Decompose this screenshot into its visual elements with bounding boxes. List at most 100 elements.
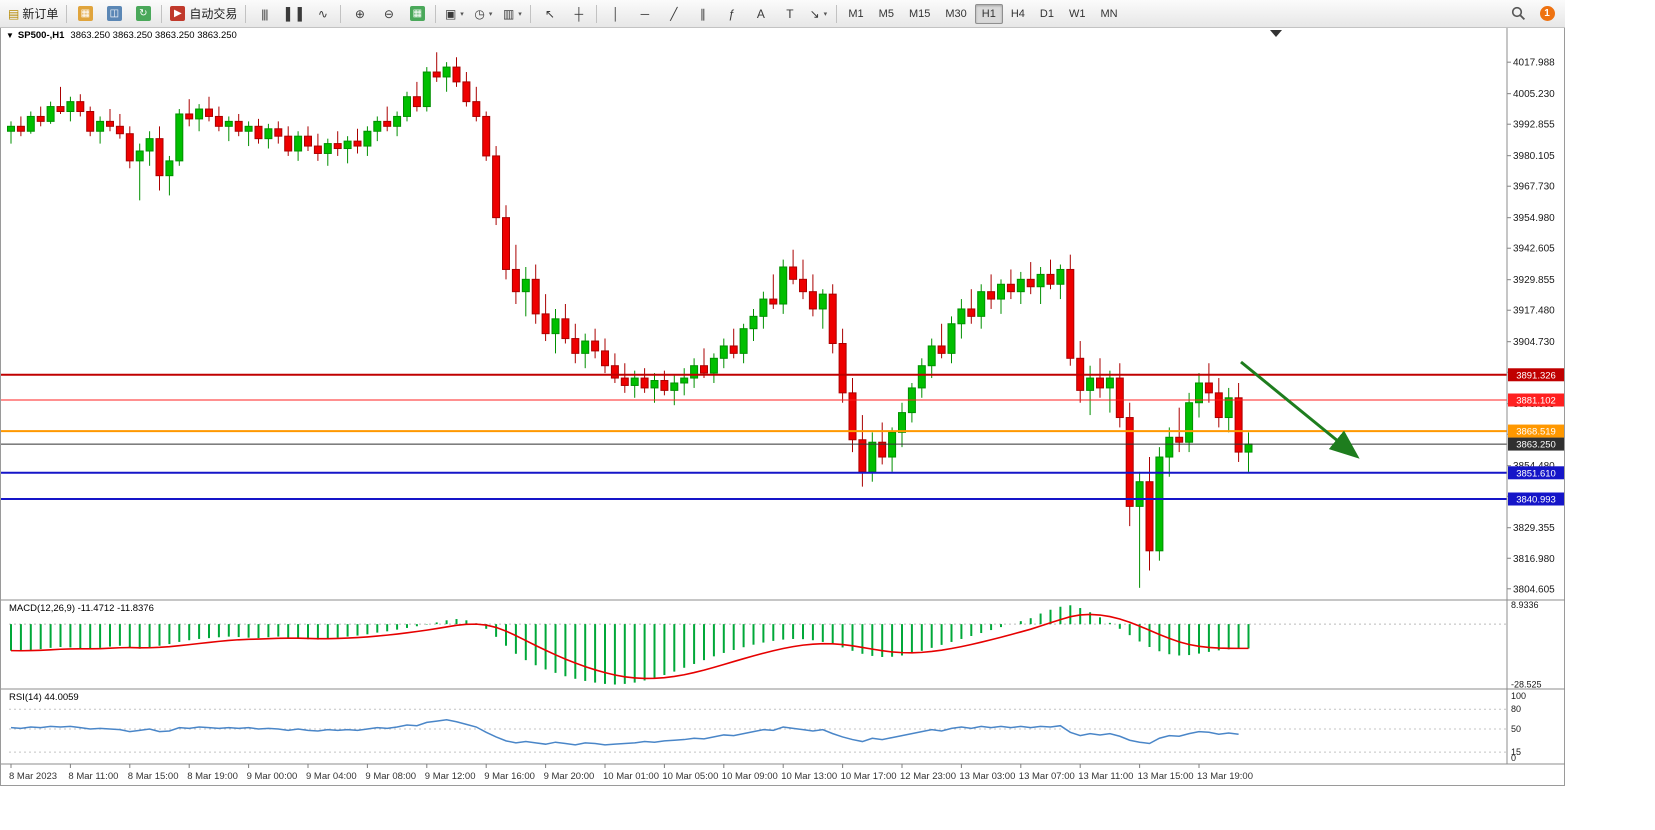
- line-chart-icon: ∿: [317, 6, 328, 21]
- cursor-button[interactable]: ↖: [535, 2, 563, 26]
- autotrade-button[interactable]: ▶ 自动交易: [166, 2, 241, 26]
- candlestick-chart-button[interactable]: ▌▐: [279, 2, 307, 26]
- price-axis[interactable]: 4017.988 4005.230 3992.855 3980.105 3967.730…: [1507, 58, 1555, 596]
- svg-text:10 Mar 17:00: 10 Mar 17:00: [841, 771, 897, 782]
- svg-text:3904.730: 3904.730: [1513, 337, 1555, 348]
- svg-text:13 Mar 07:00: 13 Mar 07:00: [1019, 771, 1075, 782]
- price-label-box: [1508, 466, 1564, 480]
- timeframe-m1-button[interactable]: M1: [848, 7, 864, 20]
- svg-text:9 Mar 00:00: 9 Mar 00:00: [247, 771, 298, 782]
- horizontal-lines-layer[interactable]: 3891.326 3881.102 3868.519 3863.250 3851.610…: [1, 368, 1564, 506]
- toolbar-divider: [836, 4, 838, 23]
- candlestick-chart-icon: ▌▐: [285, 6, 302, 21]
- tile-windows-button[interactable]: ▦: [403, 2, 431, 26]
- trend-arrow[interactable]: [1240, 360, 1360, 459]
- svg-text:9 Mar 08:00: 9 Mar 08:00: [365, 771, 416, 782]
- search-button[interactable]: [1504, 2, 1532, 26]
- chevron-down-icon: ▾: [518, 10, 522, 18]
- timeframe-mn-button[interactable]: MN: [1100, 7, 1118, 20]
- equidistant-channel-button[interactable]: ∥: [688, 2, 716, 26]
- profiles-icon-button[interactable]: ◫: [100, 2, 128, 26]
- svg-text:3851.610: 3851.610: [1516, 468, 1556, 479]
- timeframe-w1-button[interactable]: W1: [1068, 7, 1086, 20]
- toolbar-divider: [340, 4, 342, 23]
- svg-text:8 Mar 19:00: 8 Mar 19:00: [187, 771, 238, 782]
- svg-text:3980.105: 3980.105: [1513, 151, 1555, 162]
- charts-icon-icon: ▦: [77, 6, 93, 21]
- horizontal-line-button[interactable]: ─: [630, 2, 658, 26]
- cursor-icon: ↖: [544, 6, 555, 21]
- svg-text:9 Mar 16:00: 9 Mar 16:00: [484, 771, 535, 782]
- equidistant-channel-icon: ∥: [699, 6, 706, 21]
- right-margin: [1565, 0, 1655, 830]
- svg-text:10 Mar 09:00: 10 Mar 09:00: [722, 771, 778, 782]
- crosshair-icon: ┼: [574, 6, 583, 21]
- vertical-line-button[interactable]: │: [601, 2, 629, 26]
- svg-text:15: 15: [1511, 747, 1521, 757]
- zoom-out-button[interactable]: ⊖: [374, 2, 402, 26]
- zoom-in-button[interactable]: ⊕: [345, 2, 373, 26]
- bar-chart-button[interactable]: |||: [250, 2, 278, 26]
- svg-text:13 Mar 11:00: 13 Mar 11:00: [1078, 771, 1133, 782]
- svg-text:3829.355: 3829.355: [1513, 523, 1555, 534]
- arrows-button[interactable]: ↘ ▾: [804, 2, 832, 26]
- chevron-down-icon: ▾: [823, 10, 828, 18]
- timeframe-m15-button[interactable]: M15: [908, 7, 931, 20]
- svg-text:50: 50: [1511, 724, 1521, 734]
- new-chart-button[interactable]: ▣ ▾: [440, 2, 468, 26]
- macd-panel: 8.9336 -28.525: [9, 600, 1542, 690]
- rsi-line: [10, 719, 1239, 746]
- svg-text:9 Mar 20:00: 9 Mar 20:00: [544, 771, 595, 782]
- toolbar-divider: [596, 4, 598, 23]
- fibonacci-icon: ƒ: [728, 6, 736, 21]
- svg-text:4017.988: 4017.988: [1513, 58, 1555, 69]
- period-icon: ◷: [474, 6, 485, 21]
- chevron-down-icon: ▾: [460, 10, 464, 18]
- price-label-box: [1508, 437, 1564, 451]
- chart-collapse-icon[interactable]: ▼: [6, 31, 14, 40]
- text-label-button[interactable]: T: [775, 2, 803, 26]
- market-watch-icon-button[interactable]: ↻: [129, 2, 157, 26]
- line-chart-button[interactable]: ∿: [308, 2, 336, 26]
- autotrade-button-label: 自动交易: [189, 7, 238, 21]
- svg-text:3868.519: 3868.519: [1516, 427, 1556, 438]
- vertical-line-icon: │: [612, 6, 619, 21]
- svg-text:3954.980: 3954.980: [1513, 213, 1555, 224]
- indicators-button[interactable]: ▥ ▾: [498, 2, 526, 26]
- text-label-icon: T: [786, 6, 793, 21]
- timeframe-m5-button[interactable]: M5: [878, 7, 894, 20]
- chart-window: 4017.988 4005.230 3992.855 3980.105 3967.730…: [0, 28, 1566, 786]
- price-label-box: [1508, 492, 1564, 506]
- svg-text:8 Mar 11:00: 8 Mar 11:00: [68, 771, 118, 782]
- tile-windows-icon: ▦: [409, 6, 425, 21]
- horizontal-line-icon: ─: [640, 6, 649, 21]
- svg-text:3992.855: 3992.855: [1513, 120, 1555, 131]
- chevron-down-icon: ▾: [488, 10, 493, 18]
- toolbar-divider: [530, 4, 532, 23]
- timeframe-h1-button[interactable]: H1: [974, 3, 1003, 24]
- svg-text:13 Mar 03:00: 13 Mar 03:00: [959, 771, 1015, 782]
- crosshair-button[interactable]: ┼: [564, 2, 592, 26]
- fibonacci-button[interactable]: ƒ: [717, 2, 745, 26]
- svg-text:0: 0: [1511, 753, 1516, 763]
- chart-shift-marker[interactable]: [1270, 30, 1282, 37]
- new-order-button[interactable]: ▤ 新订单: [4, 2, 62, 26]
- time-axis[interactable]: 8 Mar 2023 8 Mar 11:00 8 Mar 15:00 8 Mar 19…: [9, 764, 1253, 782]
- svg-text:3942.605: 3942.605: [1513, 244, 1555, 255]
- new-order-icon: ▤: [8, 6, 19, 21]
- timeframe-d1-button[interactable]: D1: [1039, 7, 1054, 20]
- price-chart[interactable]: 4017.988 4005.230 3992.855 3980.105 3967.730…: [1, 28, 1566, 786]
- period-button[interactable]: ◷ ▾: [469, 2, 497, 26]
- notifications-button[interactable]: 1: [1533, 2, 1561, 26]
- svg-text:13 Mar 19:00: 13 Mar 19:00: [1197, 771, 1253, 782]
- timeframe-h4-button[interactable]: H4: [1010, 7, 1025, 20]
- timeframe-m30-button[interactable]: M30: [945, 7, 967, 20]
- text-button[interactable]: A: [746, 2, 774, 26]
- svg-text:10 Mar 05:00: 10 Mar 05:00: [662, 771, 718, 782]
- charts-icon-button[interactable]: ▦: [71, 2, 99, 26]
- price-label-box: [1508, 393, 1564, 407]
- svg-text:3804.605: 3804.605: [1513, 584, 1555, 595]
- trendline-button[interactable]: ╱: [659, 2, 687, 26]
- macd-signal-line: [10, 613, 1249, 680]
